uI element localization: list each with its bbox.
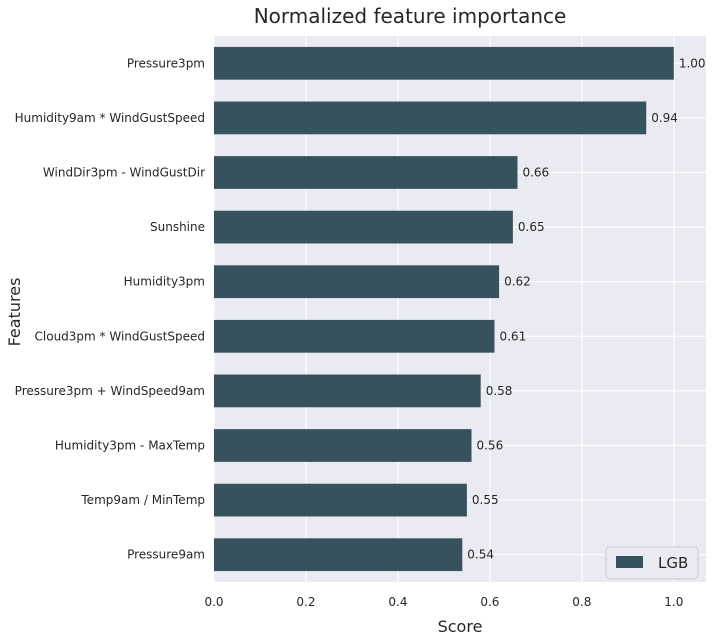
y-tick-label: WindDir3pm - WindGustDir <box>43 166 205 180</box>
y-tick-label: Temp9am / MinTemp <box>80 493 205 507</box>
bar-value-label: 0.61 <box>499 329 526 343</box>
bar <box>214 265 500 299</box>
bar-value-label: 1.00 <box>679 56 706 70</box>
legend: LGB <box>605 546 699 580</box>
bar <box>214 538 463 572</box>
bar-value-label: 0.94 <box>651 111 678 125</box>
bar-value-label: 0.58 <box>486 384 513 398</box>
x-tick-label: 1.0 <box>664 595 683 609</box>
x-tick-label: 0.6 <box>480 595 499 609</box>
bar <box>214 319 495 353</box>
y-tick-label: Pressure3pm <box>127 56 205 70</box>
bar <box>214 374 481 408</box>
bar <box>214 483 467 517</box>
ticks-layer: 0.0 0.2 0.4 0.6 0.8 1.0 Pressure3pm Humidity9am… <box>15 56 684 609</box>
y-tick-label: Humidity3pm - MaxTemp <box>55 439 205 453</box>
labels-layer: 1.00 0.94 0.66 0.65 0.62 0.61 0.58 0.56 0.55 0.54 <box>467 56 705 561</box>
bar <box>214 156 518 189</box>
y-axis-label: Features <box>5 278 24 347</box>
y-tick-label: Cloud3pm * WindGustSpeed <box>35 329 205 343</box>
y-tick-label: Humidity3pm <box>124 275 205 289</box>
chart-title: Normalized feature importance <box>254 4 567 28</box>
bar-value-label: 0.54 <box>467 548 494 562</box>
legend-label: LGB <box>658 554 688 572</box>
legend-swatch <box>616 556 643 568</box>
bar <box>214 429 472 462</box>
bar-value-label: 0.55 <box>472 493 499 507</box>
y-tick-label: Humidity9am * WindGustSpeed <box>15 111 205 125</box>
bar <box>214 210 513 244</box>
x-tick-label: 0.8 <box>572 595 591 609</box>
bar-value-label: 0.62 <box>504 275 531 289</box>
x-tick-label: 0.0 <box>204 595 223 609</box>
bar-value-label: 0.65 <box>518 220 545 234</box>
y-tick-label: Pressure9am <box>127 548 205 562</box>
legend-box <box>605 546 699 580</box>
y-tick-label: Sunshine <box>150 220 205 234</box>
y-tick-label: Pressure3pm + WindSpeed9am <box>15 384 205 398</box>
x-axis-label: Score <box>438 617 483 636</box>
bar <box>214 46 674 80</box>
bar-value-label: 0.66 <box>522 166 549 180</box>
bar-value-label: 0.56 <box>476 439 503 453</box>
x-tick-label: 0.4 <box>388 595 407 609</box>
bar <box>214 101 647 135</box>
x-tick-label: 0.2 <box>296 595 315 609</box>
bars-layer <box>214 46 674 572</box>
